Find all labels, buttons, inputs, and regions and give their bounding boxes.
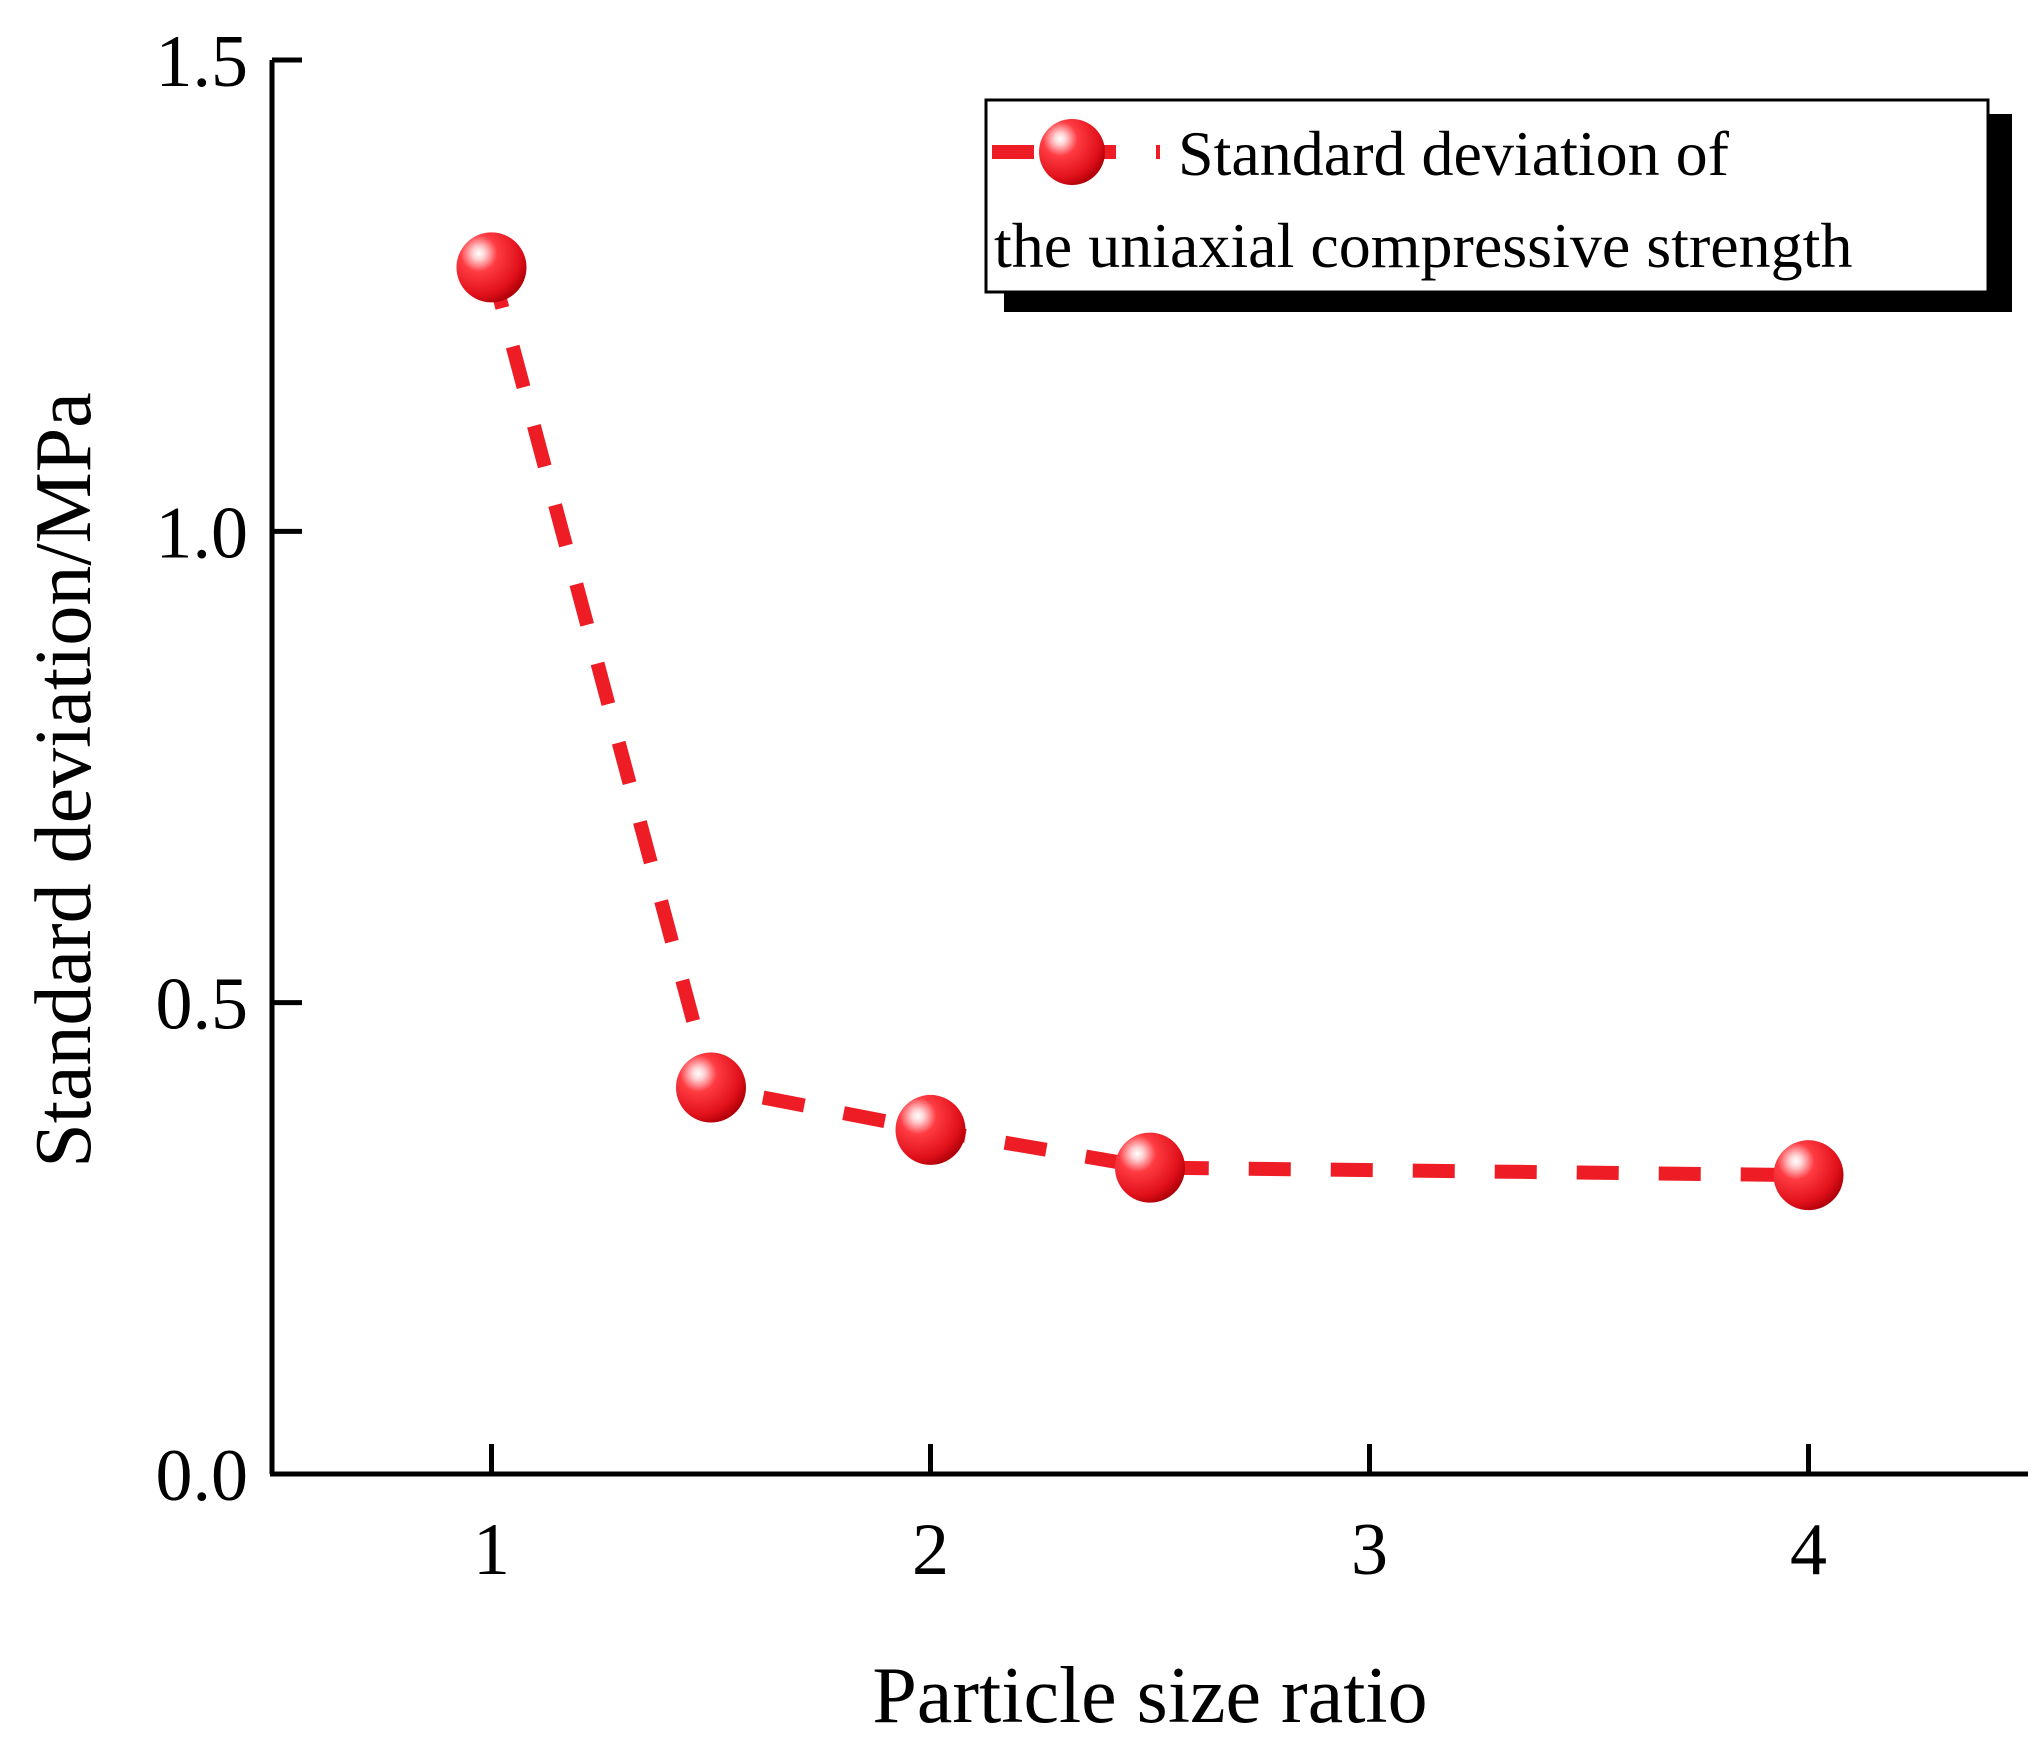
x-tick-label: 2 [912, 1509, 949, 1591]
data-point [895, 1094, 966, 1165]
data-point [1773, 1140, 1844, 1211]
y-axis-title: Standard deviation/MPa [20, 392, 108, 1167]
plot-area: 0.0 0.5 1.0 1.5 1 2 3 4 [156, 21, 2028, 1591]
y-tick-label: 0.0 [156, 1435, 249, 1517]
series-dashed-line [484, 265, 1809, 1183]
y-tick-label: 1.5 [156, 21, 249, 103]
data-point [1115, 1132, 1185, 1203]
y-tick-label: 1.0 [156, 492, 249, 574]
x-tick-label: 1 [473, 1509, 510, 1591]
x-tick-label: 4 [1790, 1509, 1827, 1591]
legend: Standard deviation of the uniaxial compr… [984, 98, 2012, 312]
legend-label-line-2: the uniaxial compressive strength [994, 210, 1852, 281]
x-axis-ticks: 1 2 3 4 [473, 1444, 1827, 1591]
y-tick-label: 0.5 [156, 964, 249, 1046]
data-point [676, 1052, 746, 1123]
legend-box [984, 98, 1990, 294]
data-point [456, 232, 527, 303]
legend-label-line-1: Standard deviation of [1178, 118, 1730, 189]
legend-marker-sample [1039, 119, 1105, 185]
x-tick-label: 3 [1351, 1509, 1388, 1591]
x-axis-title: Particle size ratio [872, 1652, 1427, 1740]
y-axis-ticks: 0.0 0.5 1.0 1.5 [156, 21, 302, 1517]
series-markers [456, 232, 1844, 1211]
